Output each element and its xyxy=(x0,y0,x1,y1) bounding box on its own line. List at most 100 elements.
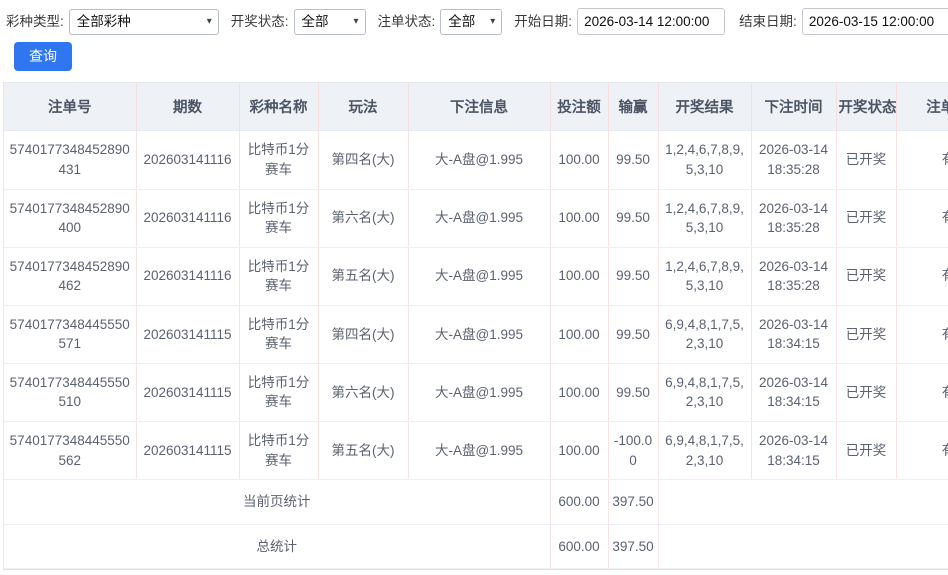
cell-bet-time: 2026-03-14 18:35:28 xyxy=(751,189,837,248)
table-row[interactable]: 5740177348445550571 202603141115 比特币1分赛车 第四… xyxy=(4,305,948,364)
order-status-label: 注单状态: xyxy=(377,13,436,29)
end-date-input[interactable] xyxy=(801,8,948,35)
cell-bet-amount: 100.00 xyxy=(550,305,609,364)
cell-draw-status: 已开奖 xyxy=(836,305,897,364)
filter-bar: 彩种类型: 全部彩种 ▾ 开奖状态: 全部 ▾ 注单状态: 全部 ▾ 开始日期:… xyxy=(0,0,948,36)
cell-lottery-name: 比特币1分赛车 xyxy=(239,363,319,423)
cell-order-no: 5740177348445550571 xyxy=(4,305,137,364)
cell-bet-info: 大-A盘@1.995 xyxy=(408,130,551,190)
table-row[interactable]: 5740177348452890431 202603141116 比特币1分赛车 第四… xyxy=(4,130,948,190)
cell-order-status: 有效 xyxy=(896,189,948,248)
summary-filler xyxy=(658,524,948,570)
column-header-draw-status[interactable]: 开奖状态 xyxy=(836,83,897,132)
summary-filler xyxy=(658,479,948,525)
cell-draw-status: 已开奖 xyxy=(836,130,897,190)
cell-bet-info: 大-A盘@1.995 xyxy=(408,363,551,423)
cell-draw-result: 1,2,4,6,7,8,9,5,3,10 xyxy=(658,130,752,190)
draw-status-select[interactable]: 全部 xyxy=(293,8,366,35)
column-header-bet-info[interactable]: 下注信息 xyxy=(408,83,551,132)
cell-draw-result: 6,9,4,8,1,7,5,2,3,10 xyxy=(658,363,752,423)
cell-lottery-name: 比特币1分赛车 xyxy=(239,189,319,248)
summary-label: 当前页统计 xyxy=(4,479,551,525)
table-row[interactable]: 5740177348452890400 202603141116 比特币1分赛车 第六… xyxy=(4,189,948,248)
cell-bet-info: 大-A盘@1.995 xyxy=(408,305,551,364)
cell-bet-amount: 100.00 xyxy=(550,247,609,306)
cell-order-no: 5740177348452890431 xyxy=(4,130,137,190)
summary-label: 总统计 xyxy=(4,524,551,570)
cell-draw-result: 1,2,4,6,7,8,9,5,3,10 xyxy=(658,247,752,306)
cell-order-status: 有效 xyxy=(896,130,948,190)
cell-bet-amount: 100.00 xyxy=(550,421,609,481)
summary-win-loss: 397.50 xyxy=(608,479,659,525)
records-table-container: 注单号 期数 彩种名称 玩法 下注信息 投注额 输赢 开奖结果 下注时间 开奖状… xyxy=(3,82,948,571)
summary-bet-amount: 600.00 xyxy=(550,524,609,570)
cell-period: 202603141116 xyxy=(136,247,240,306)
cell-bet-time: 2026-03-14 18:35:28 xyxy=(751,130,837,190)
table-row[interactable]: 5740177348452890462 202603141116 比特币1分赛车 第五… xyxy=(4,247,948,306)
lottery-type-label: 彩种类型: xyxy=(6,13,64,29)
column-header-draw-result[interactable]: 开奖结果 xyxy=(658,83,752,132)
draw-status-label: 开奖状态: xyxy=(230,13,289,29)
cell-draw-status: 已开奖 xyxy=(836,363,897,423)
cell-win-loss: 99.50 xyxy=(608,247,659,306)
cell-draw-result: 6,9,4,8,1,7,5,2,3,10 xyxy=(658,305,752,364)
cell-lottery-name: 比特币1分赛车 xyxy=(239,247,319,306)
cell-play: 第六名(大) xyxy=(318,189,409,248)
start-date-label: 开始日期: xyxy=(514,13,573,29)
column-header-period[interactable]: 期数 xyxy=(136,83,240,132)
cell-order-no: 5740177348445550510 xyxy=(4,363,137,423)
cell-draw-result: 1,2,4,6,7,8,9,5,3,10 xyxy=(658,189,752,248)
cell-order-no: 5740177348445550562 xyxy=(4,421,137,481)
cell-order-no: 5740177348452890400 xyxy=(4,189,137,248)
cell-order-status: 有效 xyxy=(896,363,948,423)
cell-draw-status: 已开奖 xyxy=(836,421,897,481)
table-body: 5740177348452890431 202603141116 比特币1分赛车 第四… xyxy=(4,130,948,570)
summary-row: 当前页统计 600.00 397.50 xyxy=(4,479,948,525)
cell-bet-info: 大-A盘@1.995 xyxy=(408,247,551,306)
cell-bet-time: 2026-03-14 18:34:15 xyxy=(751,305,837,364)
cell-bet-amount: 100.00 xyxy=(550,363,609,423)
cell-play: 第四名(大) xyxy=(318,305,409,364)
cell-win-loss: -100.00 xyxy=(608,421,659,481)
cell-order-no: 5740177348452890462 xyxy=(4,247,137,306)
cell-order-status: 有效 xyxy=(896,305,948,364)
cell-play: 第五名(大) xyxy=(318,247,409,306)
cell-win-loss: 99.50 xyxy=(608,363,659,423)
cell-lottery-name: 比特币1分赛车 xyxy=(239,130,319,190)
column-header-bet-time[interactable]: 下注时间 xyxy=(751,83,837,132)
column-header-order-status[interactable]: 注单状态 xyxy=(896,83,948,132)
column-header-play[interactable]: 玩法 xyxy=(318,83,409,132)
cell-draw-status: 已开奖 xyxy=(836,247,897,306)
draw-status-select-wrap: 全部 ▾ xyxy=(293,8,366,35)
order-status-select[interactable]: 全部 xyxy=(440,8,503,35)
cell-bet-time: 2026-03-14 18:35:28 xyxy=(751,247,837,306)
column-header-lottery-name[interactable]: 彩种名称 xyxy=(239,83,319,132)
records-table: 注单号 期数 彩种名称 玩法 下注信息 投注额 输赢 开奖结果 下注时间 开奖状… xyxy=(4,83,948,570)
header-row: 注单号 期数 彩种名称 玩法 下注信息 投注额 输赢 开奖结果 下注时间 开奖状… xyxy=(4,83,948,132)
cell-play: 第五名(大) xyxy=(318,421,409,481)
cell-play: 第六名(大) xyxy=(318,363,409,423)
lottery-type-select[interactable]: 全部彩种 xyxy=(68,8,219,35)
cell-play: 第四名(大) xyxy=(318,130,409,190)
table-row[interactable]: 5740177348445550562 202603141115 比特币1分赛车 第五… xyxy=(4,421,948,481)
cell-bet-time: 2026-03-14 18:34:15 xyxy=(751,363,837,423)
cell-bet-amount: 100.00 xyxy=(550,130,609,190)
cell-bet-amount: 100.00 xyxy=(550,189,609,248)
summary-row: 总统计 600.00 397.50 xyxy=(4,524,948,570)
column-header-order-no[interactable]: 注单号 xyxy=(4,83,137,132)
cell-period: 202603141116 xyxy=(136,189,240,248)
query-button[interactable]: 查询 xyxy=(14,42,72,72)
cell-bet-info: 大-A盘@1.995 xyxy=(408,189,551,248)
column-header-bet-amount[interactable]: 投注额 xyxy=(550,83,609,132)
cell-win-loss: 99.50 xyxy=(608,305,659,364)
order-status-select-wrap: 全部 ▾ xyxy=(440,8,503,35)
table-row[interactable]: 5740177348445550510 202603141115 比特币1分赛车 第六… xyxy=(4,363,948,423)
cell-lottery-name: 比特币1分赛车 xyxy=(239,421,319,481)
end-date-label: 结束日期: xyxy=(739,13,797,29)
cell-bet-time: 2026-03-14 18:34:15 xyxy=(751,421,837,481)
cell-period: 202603141116 xyxy=(136,130,240,190)
cell-order-status: 有效 xyxy=(896,247,948,306)
start-date-input[interactable] xyxy=(577,8,726,35)
column-header-win-loss[interactable]: 输赢 xyxy=(608,83,659,132)
